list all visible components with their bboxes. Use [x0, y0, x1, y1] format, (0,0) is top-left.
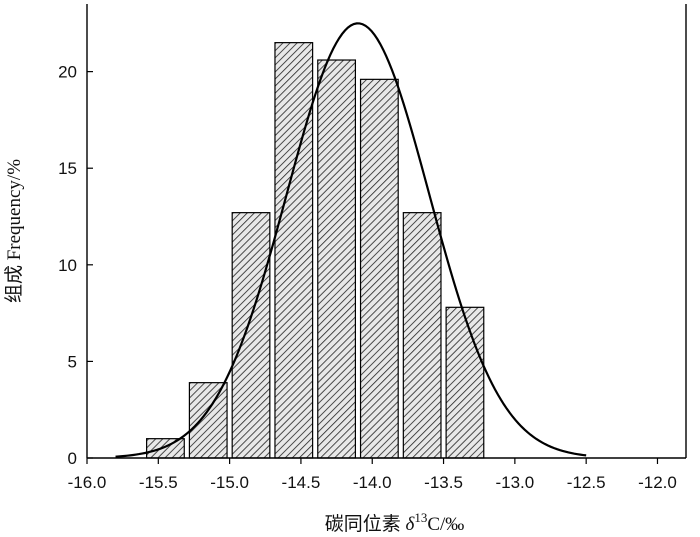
y-tick-label: 10: [58, 256, 77, 275]
y-tick-label: 0: [68, 449, 77, 468]
x-tick-label: -15.5: [139, 473, 178, 492]
x-axis-title: 碳同位素 δ13C/‰: [325, 510, 465, 535]
x-axis-title-suffix: C/‰: [427, 514, 464, 535]
histogram-bar: [317, 59, 357, 459]
x-tick-label: -15.0: [210, 473, 249, 492]
y-tick-label: 5: [68, 352, 77, 371]
histogram-bar: [146, 438, 185, 459]
x-axis-title-delta: δ: [405, 514, 415, 535]
histogram-bar: [274, 42, 314, 459]
x-tick-label: -13.5: [424, 473, 463, 492]
x-axis-title-superscript: 13: [414, 510, 427, 525]
histogram-bar: [188, 382, 228, 459]
histogram-bar: [402, 212, 442, 459]
histogram-bar: [445, 306, 485, 459]
y-tick-label: 20: [58, 63, 77, 82]
x-tick-label: -16.0: [68, 473, 107, 492]
y-axis-title: 组成 Frequency/%: [3, 159, 25, 303]
x-tick-label: -14.5: [282, 473, 321, 492]
histogram-bar: [231, 212, 271, 459]
x-tick-label: -13.0: [495, 473, 534, 492]
bars-layer: [146, 42, 485, 459]
x-axis-title-prefix: 碳同位素: [325, 513, 406, 535]
x-tick-label: -12.0: [638, 473, 677, 492]
x-tick-label: -14.0: [353, 473, 392, 492]
histogram-bar: [359, 78, 399, 459]
normal-fit-curve: [115, 22, 587, 458]
x-tick-label: -12.5: [567, 473, 606, 492]
y-ticks: 0 5 10 15 20: [58, 63, 93, 468]
y-tick-label: 15: [58, 159, 77, 178]
x-ticks: -16.0 -15.5 -15.0 -14.5 -14.0 -13.5 -13.0 -12.5…: [68, 458, 677, 492]
